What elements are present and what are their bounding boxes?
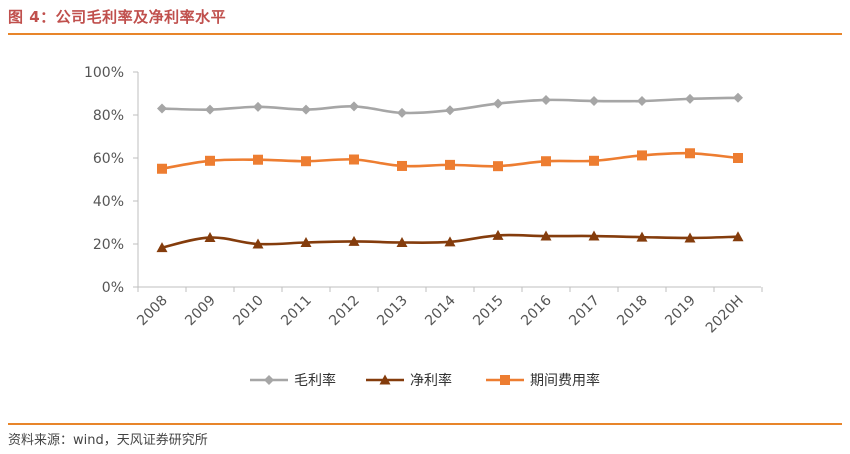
point-net [492, 229, 504, 240]
point-gross [157, 103, 167, 114]
y-tick-label: 20% [93, 237, 124, 253]
point-net [252, 238, 264, 249]
point-expense [445, 159, 455, 170]
point-net [156, 242, 168, 253]
y-tick-label: 60% [93, 151, 124, 167]
point-expense [493, 161, 503, 172]
point-gross [541, 94, 551, 105]
point-net [588, 230, 600, 241]
legend-label-net: 净利率 [410, 372, 452, 389]
y-tick-label: 100% [84, 65, 124, 81]
point-gross [205, 104, 215, 115]
point-expense [541, 156, 551, 167]
y-tick-label: 40% [93, 194, 124, 210]
point-net [732, 231, 744, 242]
point-gross [589, 96, 599, 107]
point-expense [157, 163, 167, 174]
x-tick-label: 2013 [374, 293, 411, 330]
point-gross [637, 96, 647, 107]
point-gross [733, 92, 743, 103]
x-tick-label: 2017 [566, 293, 603, 330]
point-net [684, 232, 696, 243]
bottom-divider [8, 423, 842, 425]
point-gross [349, 101, 359, 112]
x-tick-label: 2008 [134, 293, 171, 330]
point-gross [253, 101, 263, 112]
point-net [396, 236, 408, 247]
point-gross [445, 105, 455, 116]
point-net [444, 236, 456, 247]
x-tick-label: 2016 [518, 292, 555, 329]
legend-marker-gross [264, 375, 274, 385]
point-net [540, 230, 552, 241]
x-tick-label: 2009 [182, 293, 219, 330]
point-net [204, 232, 216, 243]
x-tick-label: 2019 [662, 293, 699, 330]
figure-title: 图 4：公司毛利率及净利率水平 [8, 8, 227, 26]
point-expense [349, 154, 359, 165]
x-tick-label: 2015 [470, 293, 507, 330]
legend-label-expense: 期间费用率 [530, 372, 600, 389]
y-tick-label: 80% [93, 108, 124, 124]
legend-marker-net [379, 374, 391, 385]
x-tick-label: 2011 [278, 293, 315, 330]
x-tick-label: 2010 [230, 293, 267, 330]
point-gross [397, 107, 407, 118]
point-expense [637, 150, 647, 161]
legend-marker-expense [500, 375, 510, 385]
point-expense [253, 154, 263, 165]
point-gross [685, 93, 695, 104]
x-tick-label: 2012 [326, 293, 363, 330]
point-expense [397, 160, 407, 171]
legend-label-gross: 毛利率 [294, 372, 336, 389]
point-expense [205, 155, 215, 166]
point-expense [733, 153, 743, 163]
point-net [348, 235, 360, 246]
top-divider [8, 33, 842, 35]
point-net [636, 231, 648, 242]
source-note: 资料来源：wind，天风证券研究所 [8, 433, 208, 448]
x-tick-label: 2018 [614, 293, 651, 330]
point-expense [685, 148, 695, 159]
point-net [300, 236, 312, 247]
point-expense [589, 155, 599, 166]
point-expense [301, 156, 311, 167]
point-gross [301, 104, 311, 115]
point-gross [493, 98, 503, 109]
y-tick-label: 0% [102, 280, 124, 296]
x-tick-label: 2014 [422, 292, 459, 329]
x-tick-label: 2020H [703, 293, 747, 337]
